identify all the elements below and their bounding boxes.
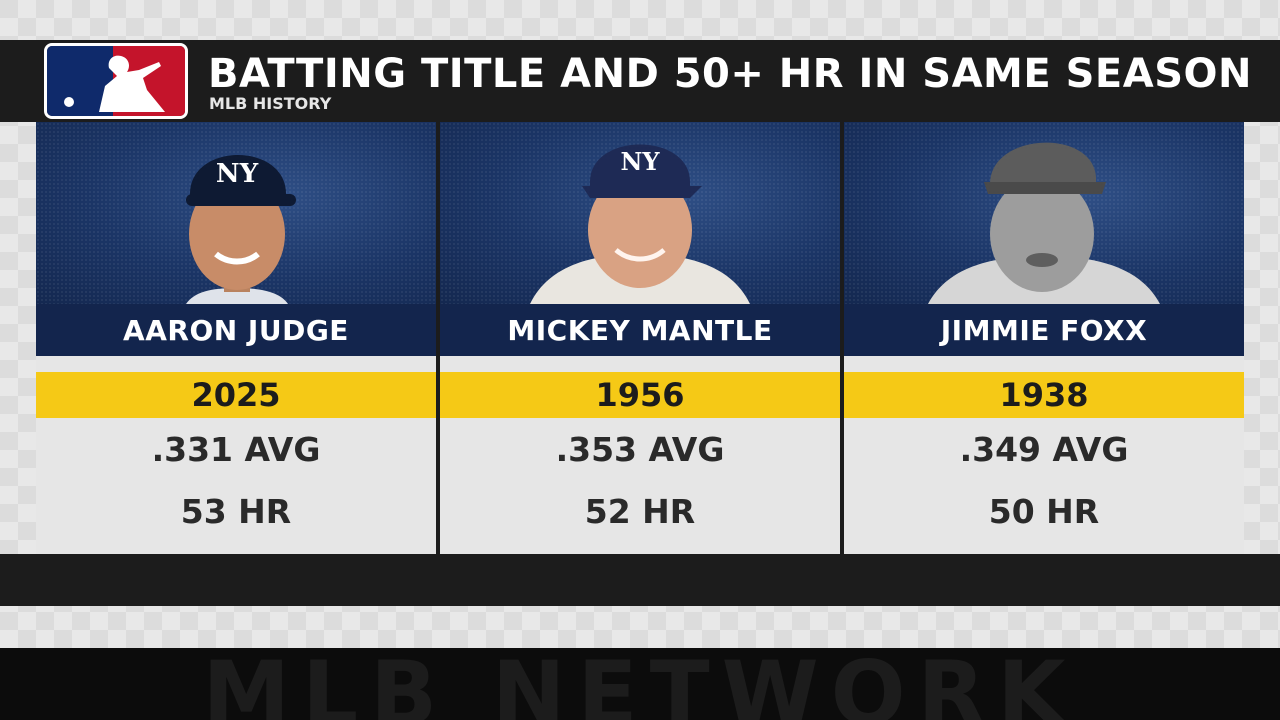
player-card-judge: NY AARON JUDGE 2025 .331 AVG 53 HR [36,122,436,554]
player-photo: NY [440,122,840,304]
player-columns: NY AARON JUDGE 2025 .331 AVG 53 HR NY MI… [36,122,1244,554]
home-runs: 53 HR [180,491,292,531]
svg-text:NY: NY [216,159,259,189]
mlb-logo-icon [44,43,188,119]
header-bar [0,40,1280,122]
page-subtitle: MLB HISTORY [209,94,332,113]
player-name: JIMMIE FOXX [844,304,1244,356]
home-runs: 50 HR [988,491,1100,531]
page-title: BATTING TITLE AND 50+ HR IN SAME SEASON [208,51,1252,97]
home-runs: 52 HR [584,491,696,531]
player-name: AARON JUDGE [36,304,436,356]
player-name: MICKEY MANTLE [440,304,840,356]
batting-average: .353 AVG [555,429,725,469]
player-photo [844,122,1244,304]
batting-average: .331 AVG [151,429,321,469]
footer: MLB NETWORK [0,648,1280,720]
player-card-foxx: JIMMIE FOXX 1938 .349 AVG 50 HR [844,122,1244,554]
lower-bar [0,554,1280,606]
svg-text:NY: NY [620,147,660,176]
batting-average: .349 AVG [959,429,1129,469]
player-photo: NY [36,122,436,304]
network-watermark: MLB NETWORK [202,648,1078,720]
season-year: 2025 [36,372,436,418]
season-year: 1956 [440,372,840,418]
player-card-mantle: NY MICKEY MANTLE 1956 .353 AVG 52 HR [440,122,840,554]
season-year: 1938 [844,372,1244,418]
